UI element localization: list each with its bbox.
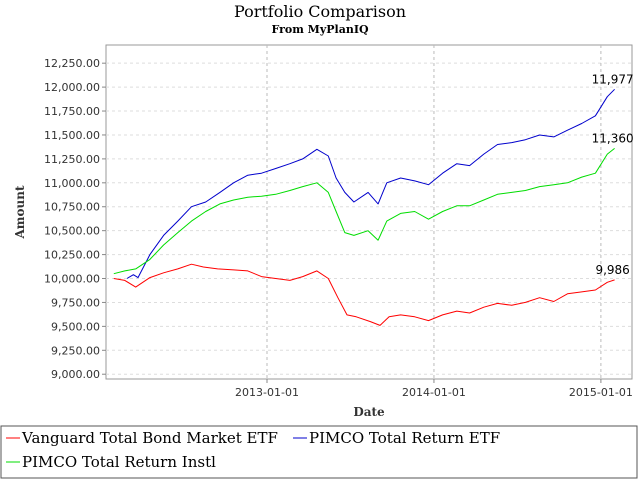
y-axis-label: Amount bbox=[13, 185, 27, 239]
legend-label: PIMCO Total Return Instl bbox=[22, 453, 216, 471]
x-tick-label: 2015-01-01 bbox=[569, 386, 633, 399]
y-tick-label: 11,750.00 bbox=[44, 105, 100, 118]
grid-lines bbox=[106, 45, 632, 379]
legend-label: Vanguard Total Bond Market ETF bbox=[21, 429, 278, 447]
series-line-3 bbox=[113, 148, 615, 275]
y-tick-label: 9,000.00 bbox=[51, 368, 100, 381]
y-tick-label: 9,750.00 bbox=[51, 296, 100, 309]
y-tick-label: 11,250.00 bbox=[44, 153, 100, 166]
series-line-2 bbox=[126, 88, 615, 279]
end-value-label: 11,977 bbox=[592, 72, 634, 86]
plot-area bbox=[105, 44, 633, 380]
legend-box bbox=[0, 425, 638, 479]
end-value-labels: 9,986 11,977 11,360 bbox=[592, 72, 634, 277]
legend-label: PIMCO Total Return ETF bbox=[309, 429, 500, 447]
end-value-label: 9,986 bbox=[595, 263, 629, 277]
legend: Vanguard Total Bond Market ETF PIMCO Tota… bbox=[6, 429, 500, 471]
y-tick-label: 10,000.00 bbox=[44, 273, 100, 286]
y-tick-label: 9,250.00 bbox=[51, 344, 100, 357]
series-line-1 bbox=[113, 263, 615, 326]
x-axis-label: Date bbox=[353, 405, 385, 419]
y-axis-ticks: 9,000.00 9,250.00 9,500.00 9,750.00 10,000.0… bbox=[44, 57, 106, 381]
end-value-label: 11,360 bbox=[592, 131, 634, 145]
x-tick-label: 2013-01-01 bbox=[235, 386, 299, 399]
y-tick-label: 10,250.00 bbox=[44, 249, 100, 262]
chart-title: Portfolio Comparison bbox=[234, 2, 406, 21]
y-tick-label: 12,250.00 bbox=[44, 57, 100, 70]
series-lines bbox=[113, 88, 615, 326]
y-tick-label: 9,500.00 bbox=[51, 320, 100, 333]
x-tick-label: 2014-01-01 bbox=[402, 386, 466, 399]
y-tick-label: 10,750.00 bbox=[44, 201, 100, 214]
x-axis-ticks: 2013-01-01 2014-01-01 2015-01-01 bbox=[235, 379, 633, 399]
y-tick-label: 11,000.00 bbox=[44, 177, 100, 190]
y-tick-label: 11,500.00 bbox=[44, 129, 100, 142]
y-tick-label: 12,000.00 bbox=[44, 81, 100, 94]
chart-subtitle: From MyPlanIQ bbox=[271, 23, 369, 36]
y-tick-label: 10,500.00 bbox=[44, 225, 100, 238]
